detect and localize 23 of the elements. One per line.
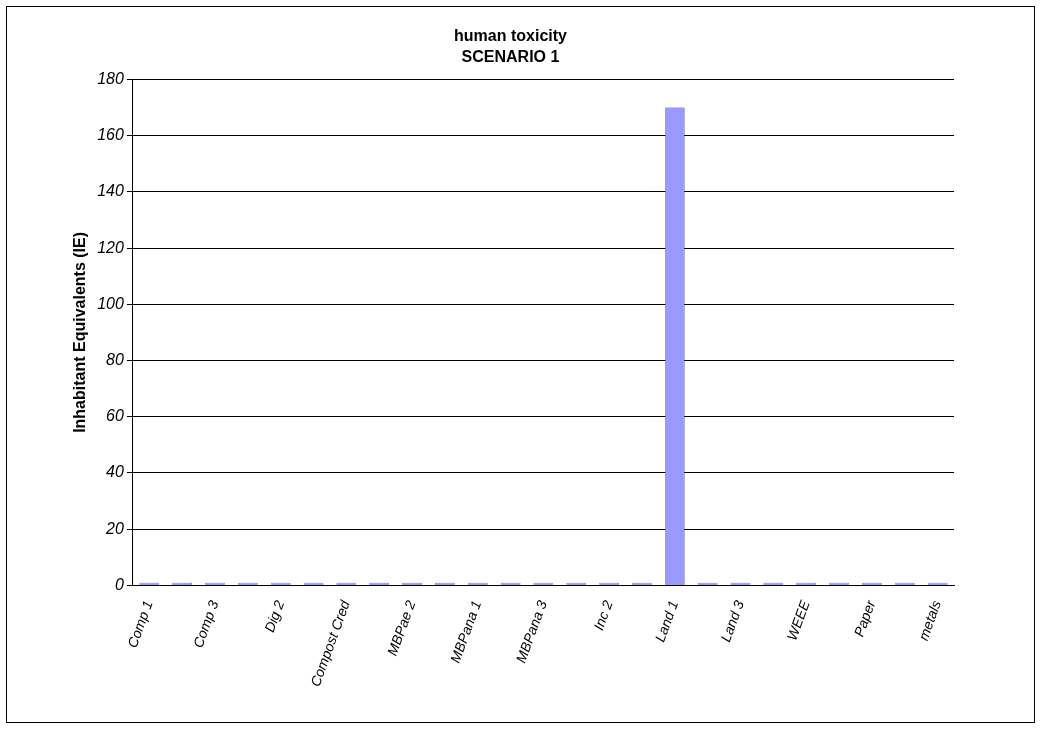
x-tick-label: Comp 3 bbox=[189, 598, 222, 650]
x-tick-label: WEEE bbox=[783, 597, 813, 643]
y-tick-label: 120 bbox=[97, 238, 124, 256]
y-tick-label: 80 bbox=[106, 350, 124, 368]
y-tick-label: 160 bbox=[97, 126, 124, 144]
y-axis-title: Inhabitant Equivalents (IE) bbox=[71, 231, 89, 433]
y-tick-label: 180 bbox=[97, 69, 124, 87]
y-tick-label: 140 bbox=[97, 182, 124, 200]
chart-title: human toxicity bbox=[454, 27, 568, 45]
x-tick-label: Land 1 bbox=[651, 598, 682, 644]
y-tick-label: 0 bbox=[114, 575, 124, 593]
y-tick-label: 40 bbox=[106, 463, 124, 481]
y-tick-label: 60 bbox=[106, 407, 124, 425]
x-tick-label: Paper bbox=[850, 596, 879, 639]
y-tick-label: 20 bbox=[105, 519, 124, 537]
x-tick-label: MBPae 2 bbox=[383, 598, 419, 658]
y-tick-label: 100 bbox=[97, 294, 124, 312]
x-tick-label: Inc 2 bbox=[590, 598, 616, 633]
x-tick-label: Dig 2 bbox=[260, 598, 288, 635]
x-tick-label: metals bbox=[914, 598, 945, 643]
x-tick-label: Comp 1 bbox=[123, 598, 156, 650]
x-tick-label: Land 3 bbox=[717, 598, 748, 644]
chart-subtitle: SCENARIO 1 bbox=[461, 48, 560, 66]
